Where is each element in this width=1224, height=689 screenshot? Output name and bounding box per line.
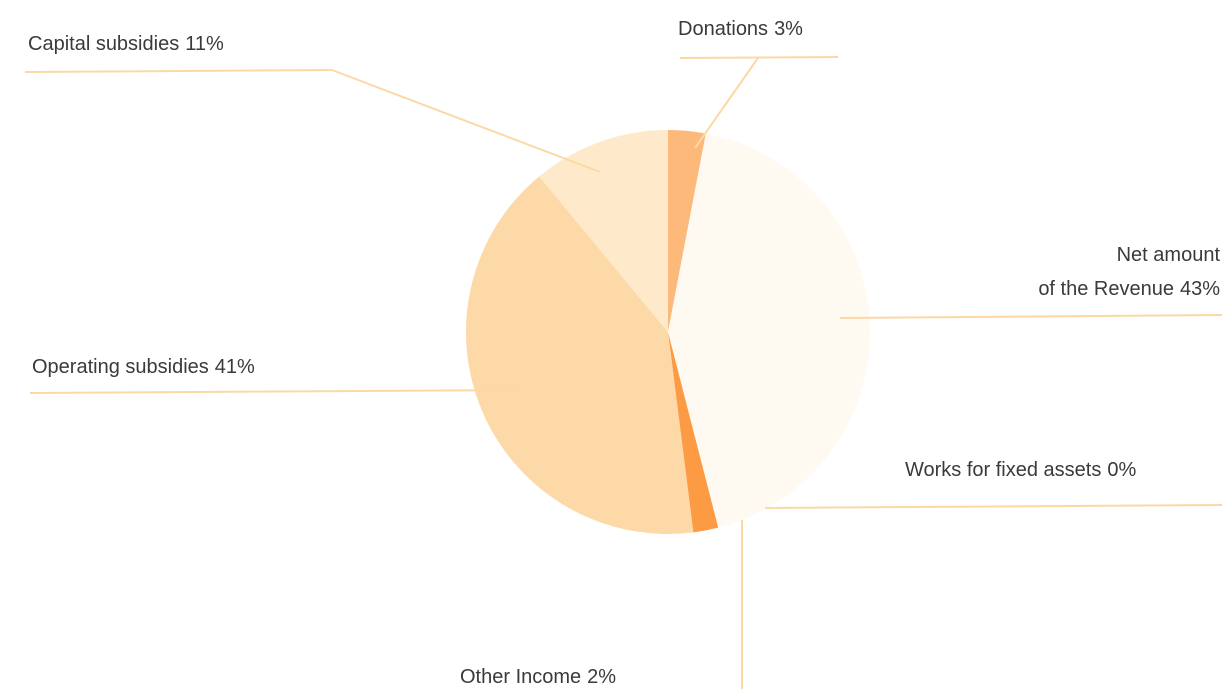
slice-label: Capital subsidies 11% bbox=[28, 27, 224, 61]
category-label: Donations bbox=[678, 18, 769, 40]
category-label: Works for fixed assets bbox=[905, 459, 1102, 481]
value-label: 11% bbox=[185, 33, 224, 55]
slice-label: Net amount of the Revenue 43% bbox=[1038, 238, 1220, 306]
slice-label: Operating subsidies 41% bbox=[32, 350, 255, 384]
leader-line bbox=[331, 69, 601, 173]
leader-line bbox=[679, 56, 839, 59]
category-label: Net amount of the Revenue bbox=[1038, 244, 1220, 300]
pie-slice bbox=[668, 133, 871, 528]
leader-line bbox=[694, 57, 759, 149]
category-label: Other Income bbox=[460, 666, 582, 688]
value-label: 43% bbox=[1179, 278, 1220, 300]
slice-label: Works for fixed assets 0% bbox=[905, 453, 1136, 487]
pie-slice bbox=[539, 130, 668, 332]
slice-label: Donations 3% bbox=[678, 12, 803, 46]
value-label: 2% bbox=[587, 666, 617, 688]
pie-slice bbox=[466, 176, 694, 534]
category-label: Operating subsidies bbox=[32, 356, 209, 378]
value-label: 3% bbox=[774, 18, 803, 40]
leader-line bbox=[24, 69, 333, 73]
pie-slice bbox=[668, 332, 719, 533]
value-label: 41% bbox=[214, 356, 255, 378]
pie-slice bbox=[668, 130, 706, 332]
leader-line bbox=[29, 389, 521, 394]
slice-label: Other Income 2% bbox=[460, 660, 616, 689]
category-label: Capital subsidies bbox=[28, 33, 180, 55]
leader-line bbox=[764, 504, 1223, 509]
value-label: 0% bbox=[1107, 459, 1137, 481]
leader-line bbox=[839, 314, 1223, 319]
